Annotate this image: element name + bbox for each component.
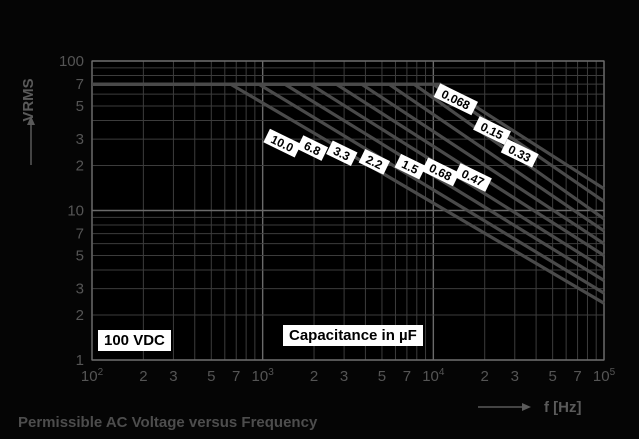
x-tick-label: 3 [511, 368, 519, 385]
y-tick-label: 3 [76, 281, 84, 298]
y-tick-label: 2 [76, 157, 84, 174]
series-label-box [263, 128, 302, 158]
series-label-box [358, 149, 391, 175]
y-tick-label: 7 [76, 76, 84, 93]
y-tick-label: 2 [76, 307, 84, 324]
x-tick-label: 2 [139, 368, 147, 385]
series-label-box [296, 135, 329, 161]
y-tick-label: 5 [76, 98, 84, 115]
x-axis-title: f [Hz] [544, 399, 582, 416]
y-tick-label: 1 [76, 352, 84, 369]
x-tick-label: 7 [403, 368, 411, 385]
x-tick-label: 105 [593, 367, 616, 385]
x-tick-label: 102 [81, 367, 104, 385]
x-tick-label: 103 [252, 367, 275, 385]
legend-title: Capacitance in µF [283, 325, 423, 346]
y-tick-label: 10 [67, 203, 84, 220]
x-tick-label: 7 [573, 368, 581, 385]
x-tick-label: 104 [422, 367, 445, 385]
series-label-3.3: 3.3 [326, 140, 358, 167]
x-tick-label: 5 [207, 368, 215, 385]
series-label-6.8: 6.8 [296, 135, 329, 161]
series-label-box [394, 153, 426, 180]
series-label-box [421, 157, 460, 187]
y-tick-label: 5 [76, 248, 84, 265]
y-tick-label: 3 [76, 131, 84, 148]
x-tick-label: 3 [169, 368, 177, 385]
series-label-box [500, 138, 539, 168]
series-label-box [326, 140, 358, 167]
y-tick-label: 100 [59, 53, 84, 70]
x-tick-label: 5 [378, 368, 386, 385]
series-label-box [433, 83, 478, 116]
series-label-1.5: 1.5 [394, 153, 426, 180]
y-tick-label: 7 [76, 226, 84, 243]
series-label-text: 6.8 [302, 139, 323, 159]
x-tick-label: 3 [340, 368, 348, 385]
x-tick-label: 2 [481, 368, 489, 385]
series-label-box [453, 163, 492, 192]
chart-title: Permissible AC Voltage versus Frequency [18, 414, 318, 431]
series-label-box [473, 116, 511, 145]
x-tick-label: 7 [232, 368, 240, 385]
series-label-text: 3.3 [331, 144, 352, 164]
plot-border [91, 60, 605, 361]
voltage-rating-label: 100 VDC [98, 330, 171, 351]
series-label-2.2: 2.2 [358, 149, 391, 175]
series-label-text: 2.2 [364, 152, 385, 172]
y-axis-arrow-head [27, 116, 35, 125]
x-tick-label: 2 [310, 368, 318, 385]
series-label-text: 1.5 [399, 157, 420, 177]
x-tick-label: 5 [548, 368, 556, 385]
y-axis-title: VRMS [20, 78, 37, 121]
x-axis-arrow-head [522, 403, 531, 411]
